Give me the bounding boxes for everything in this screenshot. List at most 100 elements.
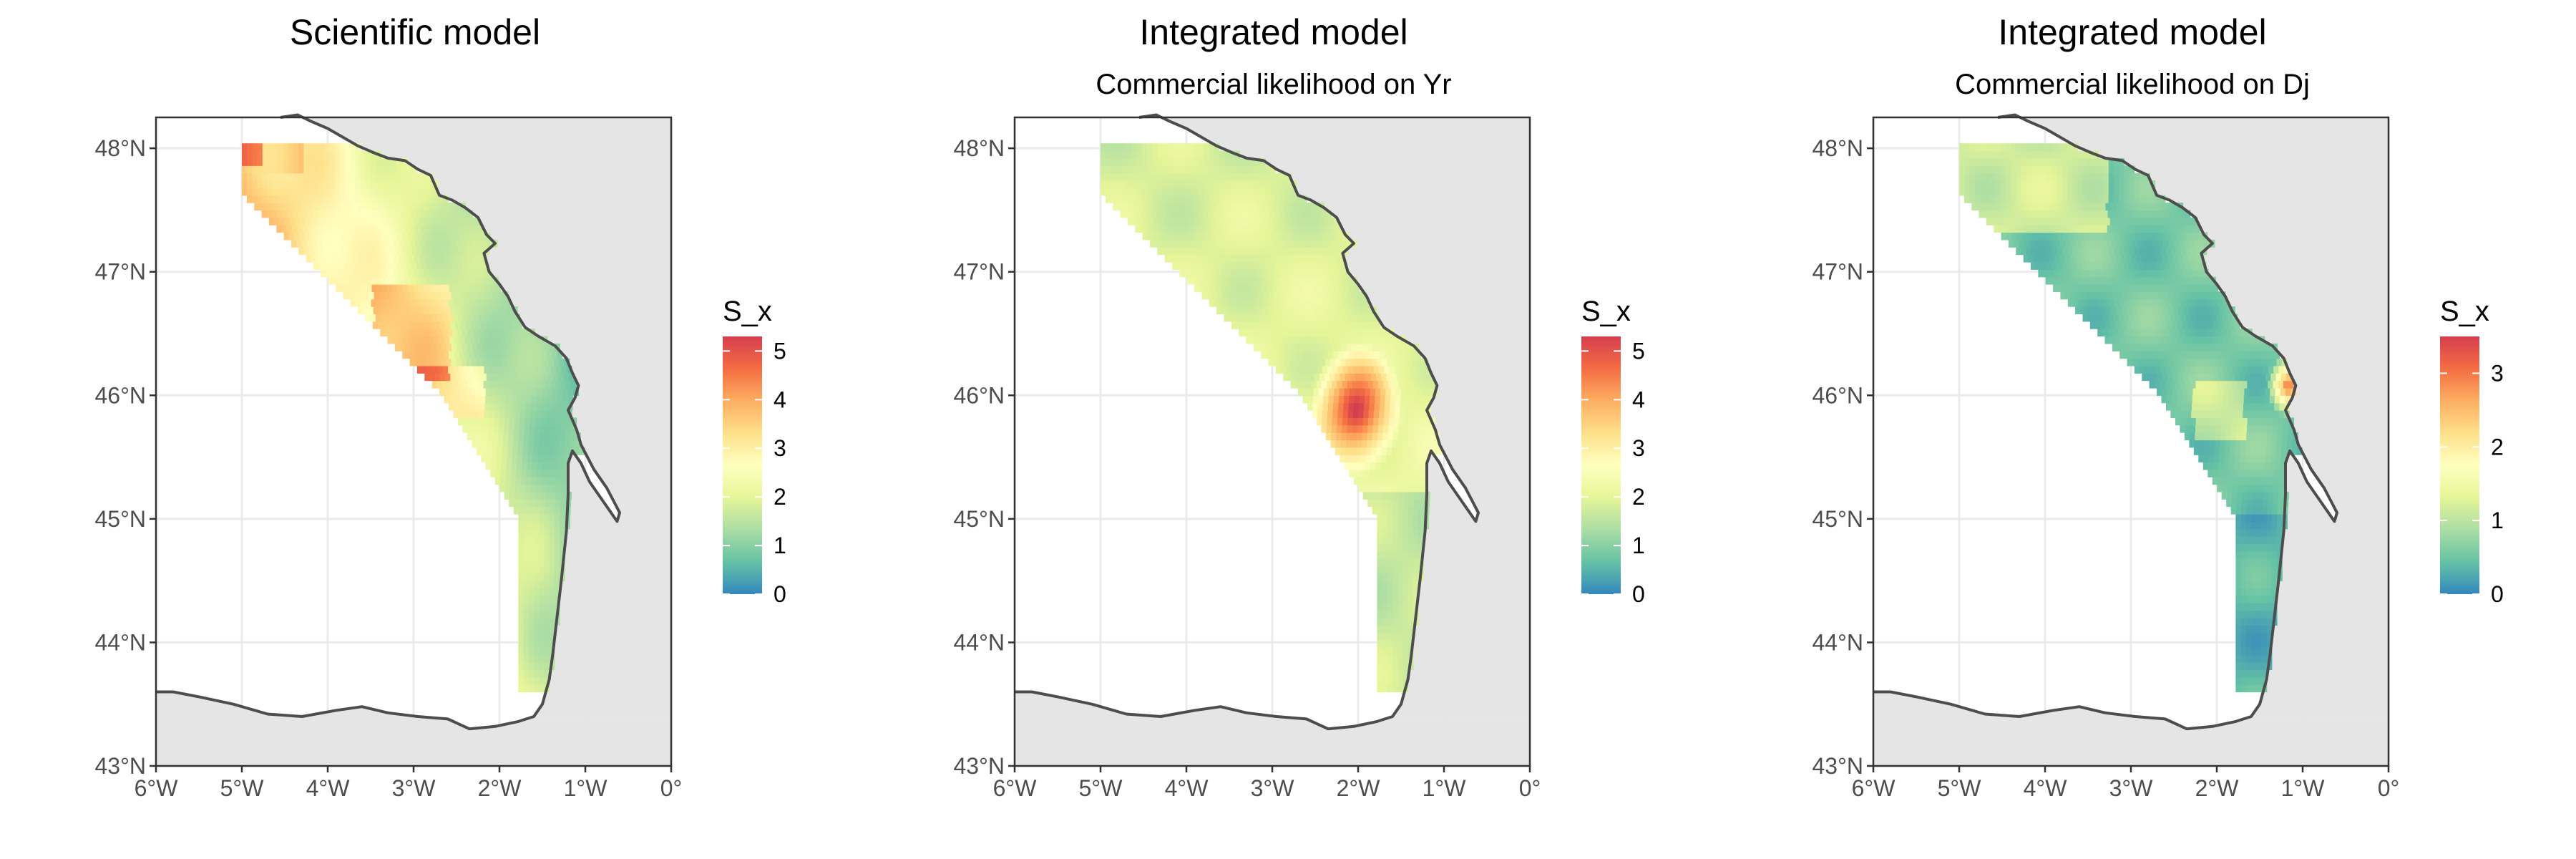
raster-cell bbox=[1203, 195, 1209, 203]
raster-cell bbox=[2261, 432, 2268, 441]
raster-cell bbox=[2238, 477, 2244, 485]
raster-cell bbox=[392, 336, 399, 344]
raster-cell bbox=[1228, 276, 1234, 285]
raster-cell bbox=[1413, 536, 1419, 544]
raster-cell bbox=[361, 232, 367, 241]
raster-cell bbox=[1382, 536, 1388, 544]
raster-cell bbox=[2180, 261, 2186, 270]
raster-cell bbox=[2057, 180, 2063, 188]
raster-cell bbox=[1418, 440, 1424, 448]
raster-cell bbox=[2081, 291, 2087, 300]
raster-cell bbox=[2266, 521, 2273, 530]
raster-cell bbox=[545, 380, 551, 389]
raster-cell bbox=[2027, 217, 2034, 225]
raster-cell bbox=[2200, 343, 2206, 351]
raster-cell bbox=[563, 455, 570, 463]
raster-cell bbox=[419, 306, 426, 314]
raster-cell bbox=[2079, 254, 2086, 263]
raster-cell bbox=[1146, 210, 1152, 218]
raster-cell bbox=[1305, 276, 1312, 285]
raster-cell bbox=[401, 247, 408, 256]
raster-cell bbox=[1974, 150, 1981, 159]
raster-cell bbox=[396, 247, 402, 256]
raster-cell bbox=[1253, 239, 1259, 248]
raster-cell bbox=[518, 595, 525, 603]
raster-cell bbox=[1309, 373, 1315, 382]
raster-cell bbox=[434, 217, 440, 225]
raster-cell bbox=[1979, 195, 1986, 203]
raster-cell bbox=[2215, 329, 2222, 337]
raster-cell bbox=[1362, 314, 1369, 322]
raster-cell bbox=[1239, 188, 1246, 196]
raster-cell bbox=[1299, 306, 1305, 314]
raster-cell bbox=[1273, 239, 1279, 248]
raster-cell bbox=[1268, 239, 1274, 248]
raster-cell bbox=[2079, 284, 2084, 292]
raster-cell bbox=[1249, 157, 1256, 166]
raster-cell bbox=[1253, 291, 1259, 300]
raster-cell bbox=[2200, 329, 2206, 337]
raster-cell bbox=[487, 291, 493, 300]
raster-cell bbox=[2062, 180, 2068, 188]
raster-cell bbox=[2142, 239, 2148, 248]
raster-cell bbox=[2256, 543, 2262, 552]
raster-cell bbox=[552, 469, 558, 477]
raster-cell bbox=[2230, 506, 2237, 515]
raster-cell bbox=[350, 299, 356, 307]
raster-cell bbox=[407, 299, 413, 307]
raster-cell bbox=[1151, 210, 1157, 218]
raster-cell bbox=[352, 254, 358, 263]
raster-cell bbox=[344, 261, 350, 270]
raster-cell bbox=[396, 195, 402, 203]
raster-cell bbox=[469, 299, 475, 307]
raster-cell bbox=[2074, 269, 2080, 278]
raster-cell bbox=[2277, 506, 2283, 515]
raster-cell bbox=[1146, 165, 1153, 174]
raster-cell bbox=[495, 284, 502, 292]
raster-cell bbox=[518, 632, 525, 641]
raster-cell bbox=[1304, 291, 1311, 300]
raster-cell bbox=[455, 203, 461, 211]
raster-cell bbox=[528, 573, 535, 581]
raster-cell bbox=[472, 343, 478, 351]
raster-cell bbox=[2067, 165, 2073, 174]
raster-cell bbox=[358, 225, 365, 233]
raster-cell bbox=[1402, 506, 1409, 515]
raster-cell bbox=[1414, 491, 1420, 500]
raster-cell bbox=[2046, 173, 2053, 181]
raster-cell bbox=[535, 491, 541, 500]
raster-cell bbox=[1387, 669, 1393, 678]
raster-cell bbox=[1251, 284, 1257, 292]
raster-cell bbox=[2055, 225, 2062, 233]
raster-cell bbox=[1340, 455, 1346, 463]
raster-cell bbox=[1188, 173, 1194, 181]
raster-cell bbox=[356, 284, 362, 292]
raster-cell bbox=[288, 150, 294, 159]
raster-cell bbox=[1337, 365, 1344, 374]
raster-cell bbox=[533, 358, 540, 367]
raster-cell bbox=[543, 447, 550, 455]
raster-cell bbox=[491, 373, 497, 382]
raster-cell bbox=[1375, 373, 1382, 382]
raster-cell bbox=[546, 402, 552, 411]
raster-cell bbox=[544, 566, 550, 574]
raster-cell bbox=[1266, 284, 1272, 292]
raster-cell bbox=[384, 291, 390, 300]
raster-cell bbox=[2266, 566, 2273, 574]
raster-cell bbox=[1351, 343, 1357, 351]
raster-cell bbox=[493, 329, 499, 337]
raster-cell bbox=[490, 395, 497, 404]
raster-cell bbox=[2057, 247, 2063, 256]
raster-cell bbox=[484, 314, 489, 322]
raster-cell bbox=[391, 165, 397, 174]
raster-cell bbox=[2281, 447, 2287, 455]
raster-cell bbox=[2245, 662, 2252, 670]
raster-cell bbox=[2089, 217, 2095, 225]
raster-cell bbox=[2254, 395, 2260, 404]
raster-cell bbox=[1186, 239, 1192, 248]
raster-cell bbox=[2133, 210, 2140, 218]
raster-cell bbox=[515, 402, 522, 411]
raster-cell bbox=[381, 195, 386, 203]
raster-cell bbox=[1214, 157, 1220, 166]
raster-cell bbox=[1162, 150, 1169, 159]
